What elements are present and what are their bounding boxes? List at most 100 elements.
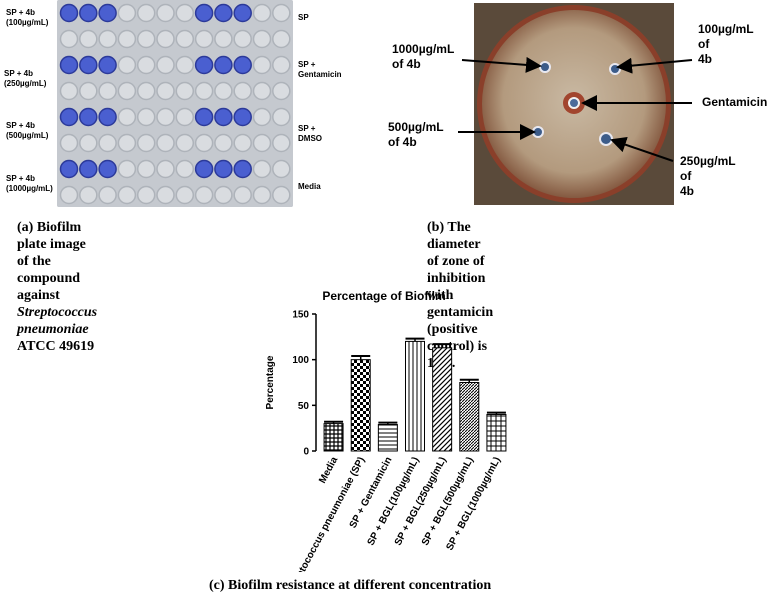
empty-well: [233, 29, 252, 49]
empty-well: [59, 81, 79, 101]
empty-well: [117, 159, 137, 179]
caption-b: (b) The diameter of zone of inhibition w…: [427, 219, 493, 372]
empty-well: [136, 107, 156, 127]
empty-well: [156, 133, 175, 153]
category-label: SP + BGL(250µg/mL): [393, 455, 449, 547]
bar: [486, 413, 507, 452]
stained-well: [233, 3, 252, 23]
empty-well: [272, 29, 291, 49]
empty-well: [59, 133, 79, 153]
right-label-dmso: SP + DMSO: [298, 124, 322, 143]
empty-well: [233, 185, 252, 205]
empty-well: [175, 159, 195, 179]
row-label-100: SP + 4b (100µg/mL): [6, 8, 49, 27]
empty-well: [156, 55, 175, 75]
right-label-gentamicin: SP + Gentamicin: [298, 60, 342, 79]
stained-well: [233, 159, 252, 179]
empty-well: [156, 159, 175, 179]
empty-well: [136, 133, 156, 153]
empty-well: [136, 3, 156, 23]
stained-well: [214, 159, 233, 179]
empty-well: [136, 81, 156, 101]
empty-well: [156, 107, 175, 127]
empty-well: [272, 133, 291, 153]
chart-title: Percentage of Biofilm: [322, 289, 446, 303]
empty-well: [175, 29, 195, 49]
y-axis-label: Percentage: [265, 355, 276, 409]
stained-well: [194, 107, 214, 127]
empty-well: [117, 55, 137, 75]
stained-well: [98, 3, 117, 23]
caption-b-line2: with gentamicin (positive control) is 1c…: [427, 288, 494, 371]
stained-well: [59, 107, 79, 127]
caption-c: (c) Biofilm resistance at different conc…: [209, 578, 492, 593]
y-tick-label: 150: [292, 310, 309, 321]
empty-well: [233, 81, 252, 101]
right-label-sp: SP: [298, 13, 309, 22]
empty-well: [272, 81, 291, 101]
empty-well: [194, 133, 214, 153]
stained-well: [79, 107, 98, 127]
caption-a: (a) Biofilm plate image of the compound …: [17, 219, 97, 355]
plate-wells: [57, 0, 293, 207]
empty-well: [194, 29, 214, 49]
empty-well: [98, 81, 117, 101]
stained-well: [214, 107, 233, 127]
empty-well: [136, 29, 156, 49]
stained-well: [214, 3, 233, 23]
empty-well: [175, 107, 195, 127]
empty-well: [117, 3, 137, 23]
biofilm-plate-image: [57, 0, 293, 207]
category-label: SP + BGL(1000µg/mL): [444, 455, 503, 552]
category-label: SP + BGL(100µg/mL): [366, 455, 422, 547]
empty-well: [156, 185, 175, 205]
stained-well: [194, 3, 214, 23]
row-label-500: SP + 4b (500µg/mL): [6, 121, 49, 140]
empty-well: [98, 29, 117, 49]
empty-well: [214, 81, 233, 101]
empty-well: [175, 133, 195, 153]
empty-well: [136, 55, 156, 75]
right-label-media: Media: [298, 182, 321, 191]
empty-well: [79, 133, 98, 153]
empty-well: [117, 29, 137, 49]
label-100: 100µg/mL of 4b: [698, 22, 754, 66]
caption-a-line2: against Streptococcus pneumoniae ATCC 49…: [17, 288, 98, 354]
stained-well: [98, 159, 117, 179]
empty-well: [272, 107, 291, 127]
stained-well: [79, 3, 98, 23]
empty-well: [214, 133, 233, 153]
y-tick-label: 100: [292, 355, 309, 366]
empty-well: [175, 55, 195, 75]
empty-well: [59, 29, 79, 49]
empty-well: [272, 55, 291, 75]
empty-well: [136, 159, 156, 179]
stained-well: [59, 3, 79, 23]
stained-well: [233, 55, 252, 75]
empty-well: [98, 133, 117, 153]
caption-b-line1: (b) The diameter of zone of inhibition: [427, 220, 486, 286]
empty-well: [136, 185, 156, 205]
label-gentamicin: Gentamicin: [702, 95, 768, 109]
empty-well: [175, 3, 195, 23]
empty-well: [252, 133, 272, 153]
arrow-1000: [461, 56, 542, 73]
empty-well: [252, 29, 272, 49]
row-label-1000: SP + 4b (1000µg/mL): [6, 174, 53, 193]
bar: [377, 424, 398, 452]
empty-well: [233, 133, 252, 153]
empty-well: [117, 107, 137, 127]
empty-well: [79, 185, 98, 205]
stained-well: [194, 159, 214, 179]
empty-well: [252, 55, 272, 75]
bar: [350, 359, 371, 452]
empty-well: [214, 29, 233, 49]
empty-well: [272, 3, 291, 23]
empty-well: [272, 159, 291, 179]
empty-well: [175, 185, 195, 205]
bar: [323, 423, 344, 452]
row-label-250: SP + 4b (250µg/mL): [4, 69, 47, 88]
bar: [405, 340, 425, 452]
category-label: SP + BGL(500µg/mL): [420, 455, 476, 547]
label-1000: 1000µg/mL of 4b: [392, 42, 455, 71]
